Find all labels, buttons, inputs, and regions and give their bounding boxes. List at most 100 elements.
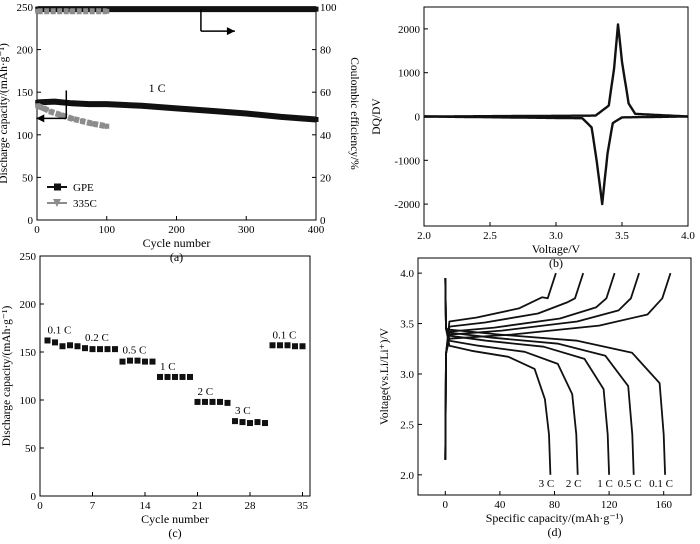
panel-d: 0 40 80 120 160 2.0 2.5 3.0 3.5 4.0 Specific capac… [379, 257, 692, 539]
data-point-a [243, 111, 249, 116]
data-point-c [134, 357, 141, 364]
data-point-c [104, 346, 111, 353]
y-tick-label-d: 2.5 [400, 419, 414, 431]
data-point-c [127, 357, 133, 364]
y-tick-label-a: 150 [17, 87, 34, 99]
y-tick-label-c: 50 [25, 443, 37, 455]
charge-curve-d [444, 272, 585, 460]
data-point-c [179, 373, 186, 380]
legend-label-a: 335C [73, 198, 97, 210]
legend-label-a: GPE [73, 182, 94, 194]
data-point-c [142, 358, 148, 365]
y-tick-label-c: 200 [20, 299, 37, 311]
data-point-c [52, 339, 58, 346]
data-point-a [58, 112, 64, 118]
data-point-a [35, 8, 41, 14]
y-tick-label-d: 3.0 [400, 369, 414, 381]
rate-label-c: 0.1 C [48, 324, 72, 336]
y-tick-label-a: 0 [28, 215, 34, 227]
y2-tick-label-a: 0 [320, 215, 326, 227]
x-tick-label-a: 200 [168, 224, 185, 236]
x-tick-label-c: 0 [37, 500, 43, 512]
discharge-curve-d [444, 278, 635, 475]
data-point-a [51, 99, 57, 105]
rate-label-d: 0.1 C [649, 478, 673, 490]
x-tick-label-a: 400 [308, 224, 325, 236]
data-point-c [157, 373, 163, 380]
x-tick-label-c: 7 [90, 500, 96, 512]
data-point-c [89, 346, 96, 353]
data-point-c [262, 420, 268, 427]
data-point-a [69, 100, 75, 106]
x-tick-label-c: 21 [192, 500, 203, 512]
y2-tick-label-a: 100 [320, 2, 337, 14]
data-point-a [69, 8, 75, 14]
y2-tick-label-a: 40 [320, 130, 332, 142]
dqdv-curve-charge [424, 23, 689, 118]
data-point-a [104, 8, 110, 14]
rate-annotation-a: 1 C [149, 81, 166, 95]
data-point-a [208, 108, 214, 114]
x-tick-label-c: 28 [245, 500, 257, 512]
data-point-c [112, 346, 118, 353]
data-point-c [59, 343, 66, 350]
data-point-a [69, 116, 75, 122]
discharge-curve-d [444, 278, 610, 475]
data-point-c [172, 373, 178, 380]
y-tick-label-c: 0 [31, 491, 37, 503]
dqdv-curve-discharge [424, 115, 688, 206]
rate-label-c: 0.1 C [273, 329, 297, 341]
data-point-c [194, 398, 201, 405]
x-tick-label-d: 0 [443, 499, 449, 511]
data-point-a [35, 99, 41, 105]
x-tick-label-b: 4.0 [681, 230, 695, 242]
data-point-a [313, 6, 319, 12]
y-tick-label-c: 150 [20, 347, 37, 359]
data-point-c [224, 399, 231, 406]
rate-label-c: 0.5 C [123, 345, 147, 357]
data-point-c [269, 342, 276, 349]
charge-curve-d [444, 272, 640, 460]
plot-frame-c [39, 255, 311, 497]
y-axis-label-d: Voltage(vs.Li/Li⁺)/V [379, 327, 391, 425]
data-point-c [217, 398, 223, 405]
x-tick-label-b: 3.0 [549, 230, 563, 242]
y-tick-label-b: 2000 [398, 24, 421, 36]
data-point-c [292, 343, 298, 350]
x-tick-label-b: 2.5 [483, 230, 497, 242]
rate-label-d: 1 C [597, 478, 613, 490]
x-tick-label-c: 35 [297, 500, 309, 512]
y-axis-label-c: Discharge capacity/(mAh·g⁻¹) [1, 306, 13, 447]
y-tick-label-d: 3.5 [400, 319, 414, 331]
rate-label-c: 0.2 C [85, 332, 109, 344]
x-tick-label-b: 3.5 [615, 230, 629, 242]
rate-label-c: 3 C [235, 405, 251, 417]
series-line-a-1 [36, 103, 108, 130]
y-tick-label-d: 4.0 [400, 268, 414, 280]
y-tick-label-a: 50 [22, 172, 34, 184]
x-tick-label-a: 100 [99, 224, 116, 236]
data-point-a [90, 121, 96, 127]
data-point-c [149, 358, 156, 365]
x-tick-label-d: 120 [601, 499, 618, 511]
data-point-c [299, 343, 306, 350]
panel-caption-a: (a) [170, 250, 183, 264]
data-point-a [79, 118, 85, 124]
data-point-a [139, 103, 145, 109]
data-point-a [86, 101, 92, 107]
panel-c: 0 7 14 21 28 35 0 50 100 150 200 250 Cycle number Dis… [1, 251, 311, 540]
data-point-c [44, 337, 51, 344]
data-point-c [82, 345, 88, 352]
charge-curve-d [444, 272, 557, 460]
rate-label-d: 0.5 C [618, 478, 642, 490]
legend-marker-a [53, 199, 61, 207]
y-axis-label-b: DQ/DV [371, 98, 383, 135]
y2-tick-label-a: 80 [320, 45, 332, 57]
efficiency-arrow-head [226, 27, 235, 36]
y-tick-label-b: -2000 [394, 199, 420, 211]
y-tick-label-c: 100 [20, 395, 37, 407]
data-point-c [119, 358, 126, 365]
y-axis-label-a: Discharge capacity/(mAh·g⁻¹) [0, 43, 10, 184]
data-point-a [278, 114, 284, 120]
